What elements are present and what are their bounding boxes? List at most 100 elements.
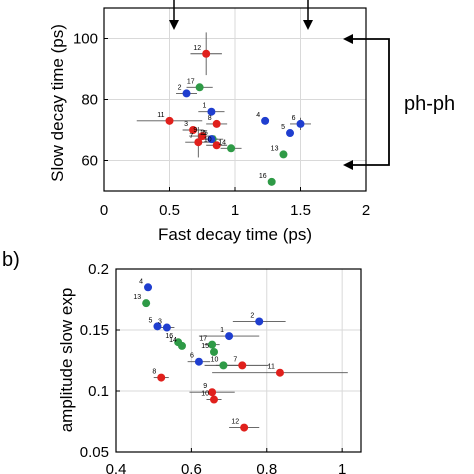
point-label: 8 bbox=[208, 115, 212, 122]
point-label: 17 bbox=[199, 336, 207, 343]
y-tick-label: 80 bbox=[81, 92, 98, 109]
point-label: 3 bbox=[158, 319, 162, 326]
point-label: 16 bbox=[259, 173, 267, 180]
data-point bbox=[238, 361, 247, 370]
point-label: 4 bbox=[256, 112, 260, 119]
x-tick-label: 0.5 bbox=[159, 202, 180, 219]
panel-b-label: b) bbox=[2, 249, 20, 271]
data-point bbox=[208, 340, 217, 349]
data-point bbox=[261, 116, 270, 125]
data-point bbox=[177, 341, 186, 350]
data-point bbox=[275, 368, 284, 377]
top-arrow-left bbox=[169, 0, 179, 30]
data-point bbox=[219, 361, 228, 370]
data-point bbox=[194, 138, 203, 147]
panel-a-ticks: 0 0.5 1 1.5 2 60 80 100 bbox=[73, 31, 370, 220]
panel-a-x-axis-label: Fast decay time (ps) bbox=[158, 225, 312, 244]
point-label: 12 bbox=[193, 45, 201, 52]
point-label: 2 bbox=[250, 312, 254, 319]
data-point bbox=[189, 126, 198, 134]
point-label: 6 bbox=[190, 353, 194, 360]
point-label: 13 bbox=[271, 145, 279, 152]
y-tick-label: 100 bbox=[73, 31, 98, 48]
point-label: 11 bbox=[268, 364, 275, 371]
panel-b-frame bbox=[115, 268, 362, 453]
x-tick-label: 0.6 bbox=[181, 461, 202, 474]
point-label: 2 bbox=[178, 84, 182, 91]
point-label: 14 bbox=[169, 337, 177, 344]
point-label: 10 bbox=[211, 356, 219, 363]
data-point bbox=[255, 317, 264, 326]
data-point bbox=[225, 332, 234, 341]
point-label: 3 bbox=[184, 121, 188, 128]
bracket-arrowhead-upper bbox=[343, 34, 353, 44]
x-tick-label: 2 bbox=[362, 202, 370, 219]
y-tick-label: 0.2 bbox=[88, 261, 109, 278]
data-point bbox=[194, 357, 203, 366]
point-label: 9 bbox=[203, 383, 207, 390]
data-point bbox=[286, 129, 295, 138]
point-label: 1 bbox=[203, 103, 207, 110]
point-label: 5 bbox=[281, 124, 285, 131]
data-point bbox=[182, 89, 191, 98]
point-label: 5 bbox=[149, 317, 153, 324]
panel-b-points bbox=[142, 283, 284, 432]
point-label: 10 bbox=[204, 136, 212, 143]
point-label: 16 bbox=[165, 333, 173, 340]
data-point bbox=[227, 144, 236, 153]
panel-a-points bbox=[165, 49, 305, 186]
data-point bbox=[267, 177, 276, 186]
point-label: 1 bbox=[220, 327, 224, 334]
data-point bbox=[162, 323, 171, 332]
point-label: 4 bbox=[139, 278, 143, 285]
panel-b-error-bars bbox=[153, 321, 348, 429]
point-label: 11 bbox=[157, 112, 164, 119]
data-point bbox=[202, 49, 211, 58]
data-point bbox=[207, 107, 216, 116]
x-tick-label: 1 bbox=[338, 461, 346, 474]
y-tick-label: 60 bbox=[81, 153, 98, 170]
point-label: 6 bbox=[292, 115, 296, 122]
point-label: 9 bbox=[193, 127, 197, 134]
data-point bbox=[198, 132, 207, 141]
panel-a-y-axis-label: Slow decay time (ps) bbox=[48, 24, 67, 182]
point-label: 15 bbox=[201, 343, 209, 350]
x-tick-label: 0.8 bbox=[256, 461, 277, 474]
point-label: 10 bbox=[201, 391, 209, 398]
data-point bbox=[210, 347, 218, 356]
data-point bbox=[279, 150, 288, 159]
ph-ph-bracket bbox=[352, 38, 390, 166]
data-point bbox=[195, 83, 204, 92]
data-point bbox=[208, 388, 217, 397]
panel-a-grid bbox=[104, 8, 366, 191]
x-tick-label: 1.5 bbox=[290, 202, 311, 219]
data-point bbox=[157, 373, 166, 382]
data-point bbox=[210, 395, 218, 404]
y-tick-label: 0.1 bbox=[88, 383, 109, 400]
data-point bbox=[144, 283, 153, 292]
point-label: 5 bbox=[203, 130, 207, 137]
data-point bbox=[240, 423, 249, 432]
point-label: 15 bbox=[200, 130, 208, 137]
panel-b-ticks: 0.4 0.6 0.8 1 0.05 0.1 0.15 0.2 bbox=[80, 261, 347, 474]
point-label: 13 bbox=[133, 294, 141, 301]
x-tick-label: 1 bbox=[231, 202, 239, 219]
y-tick-label: 0.05 bbox=[80, 444, 109, 461]
top-arrow-right bbox=[303, 0, 313, 30]
data-point bbox=[142, 299, 151, 308]
data-point bbox=[296, 119, 305, 128]
point-label: 7 bbox=[189, 133, 193, 140]
data-point bbox=[212, 119, 221, 128]
data-point bbox=[153, 322, 162, 331]
data-point bbox=[212, 141, 221, 150]
data-point bbox=[207, 135, 216, 144]
point-label: 8 bbox=[152, 369, 156, 376]
point-label: 14 bbox=[218, 139, 226, 146]
point-label: 17 bbox=[187, 78, 195, 85]
y-tick-label: 0.15 bbox=[80, 322, 109, 339]
